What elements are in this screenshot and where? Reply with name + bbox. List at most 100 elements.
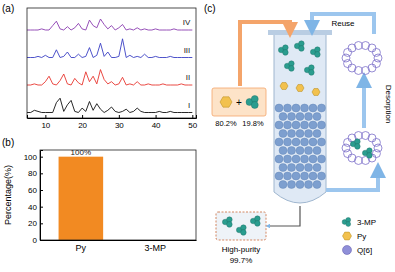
- tick: 60: [28, 186, 43, 195]
- series-label: II: [186, 73, 190, 82]
- tick-label: 40: [152, 121, 161, 130]
- x-axis: Py 3-MP: [41, 240, 197, 253]
- icon-py: [280, 83, 288, 90]
- tick: 30: [115, 115, 124, 130]
- tick: 10: [41, 115, 50, 130]
- panel-a: (a)IIIIIIIV1020304050: [2, 3, 198, 130]
- tick-label: 100: [24, 153, 38, 162]
- x-axis: 10 20 30 40 50: [28, 115, 198, 130]
- icon-3mp: [278, 45, 288, 55]
- plot-frame: [27, 8, 196, 118]
- product-purity: 99.7%: [230, 256, 253, 265]
- icon-3mp: [250, 216, 260, 226]
- panel-b: (b) 100% 0 20 40 60 80 100 Py 3-MP Percentage(%): [2, 137, 197, 253]
- tick-mark: [119, 115, 120, 118]
- icon-3mp: [342, 217, 351, 226]
- icon-3mp: [236, 225, 246, 235]
- tick: 40: [152, 115, 161, 130]
- icon-3mp: [246, 96, 258, 109]
- tick-label: 40: [28, 203, 37, 212]
- product: High-purity 99.7%: [216, 212, 266, 265]
- axis-title: Percentage(%): [3, 165, 13, 225]
- y-axis: 0 20 40 60 80 100: [24, 151, 43, 246]
- icon-py: [220, 97, 232, 107]
- xrd-line: [27, 39, 192, 58]
- tick-label: 50: [188, 121, 197, 130]
- tick-label: Py: [76, 243, 87, 253]
- plot-lines: [27, 19, 192, 113]
- panel-label: (b): [2, 137, 14, 148]
- desorption-flow: [362, 80, 366, 128]
- feed-label: 80.2%: [215, 119, 237, 128]
- tick: 40: [28, 203, 43, 212]
- tick-mark: [40, 173, 43, 174]
- tick: 100: [24, 153, 43, 162]
- tick-mark: [40, 190, 43, 191]
- feed: +80.2% 19.8%: [212, 88, 266, 128]
- tick-mark: [82, 115, 83, 118]
- tick-label: 20: [28, 219, 37, 228]
- tick-label: 3-MP: [144, 243, 166, 253]
- series-label: I: [188, 101, 190, 110]
- tick-label: 20: [78, 121, 87, 130]
- tick: 3-MP: [144, 240, 166, 253]
- feed-label: 19.8%: [242, 119, 264, 128]
- flow-label: Reuse: [331, 19, 355, 28]
- reuse-flow: [312, 14, 374, 34]
- column: [268, 30, 332, 203]
- tick-mark: [40, 223, 43, 224]
- icon-q6: [343, 246, 352, 255]
- xrd-line: [27, 19, 192, 30]
- data-label: 100%: [71, 148, 91, 157]
- tick-mark: [192, 115, 193, 118]
- plot-frame: [40, 150, 196, 240]
- tick-label: 60: [28, 186, 37, 195]
- axis-line: [41, 240, 197, 241]
- series-label: IV: [183, 18, 191, 27]
- tick-mark: [45, 115, 46, 118]
- tick-label: 30: [115, 121, 124, 130]
- panel-label: (a): [2, 3, 14, 14]
- tick: Py: [76, 240, 87, 253]
- tick: 50: [188, 115, 197, 130]
- plus: +: [236, 97, 242, 108]
- series-label: III: [184, 46, 191, 55]
- legend: 3-MP Py Q[6]: [342, 217, 376, 255]
- icon-3mp: [350, 139, 360, 149]
- outlet-flow: [326, 170, 378, 190]
- plot-bars: [59, 157, 104, 240]
- bar: [59, 157, 104, 240]
- product-label: High-purity: [222, 245, 261, 254]
- icon-3mp: [222, 217, 232, 227]
- tick: 20: [78, 115, 87, 130]
- legend-label: Q[6]: [357, 246, 372, 255]
- icon-py: [296, 85, 304, 92]
- figure: (a)IIIIIIIV1020304050(b)100%020406080100…: [0, 0, 395, 272]
- q6-cluster: [342, 132, 382, 165]
- icon-3mp: [304, 65, 314, 75]
- icon-py: [343, 232, 352, 240]
- tick: 20: [28, 219, 43, 228]
- axis-line: [41, 151, 44, 241]
- product-flow: [268, 206, 300, 226]
- tick-mark: [156, 115, 157, 118]
- tick-label: 0: [33, 236, 38, 245]
- xrd-line: [27, 98, 192, 112]
- xrd-line: [27, 70, 192, 85]
- panel-c: (c) Reuse Desorption +80.2% 19.8% High-purity…: [204, 3, 393, 265]
- icon-3mp: [310, 47, 320, 57]
- icon-3mp: [362, 148, 372, 158]
- q6-cluster: [342, 42, 382, 75]
- feed-flow: [240, 22, 290, 86]
- icon-3mp: [284, 61, 294, 71]
- axis-line: [28, 115, 197, 119]
- icon-3mp: [294, 41, 304, 51]
- panel-label: (c): [204, 3, 216, 14]
- flow-label: Desorption: [384, 85, 393, 124]
- tick-mark: [40, 157, 43, 158]
- legend-label: Py: [357, 232, 366, 241]
- legend-label: 3-MP: [357, 218, 376, 227]
- icon-py: [312, 89, 320, 96]
- tick-mark: [40, 207, 43, 208]
- tick-label: 80: [28, 169, 37, 178]
